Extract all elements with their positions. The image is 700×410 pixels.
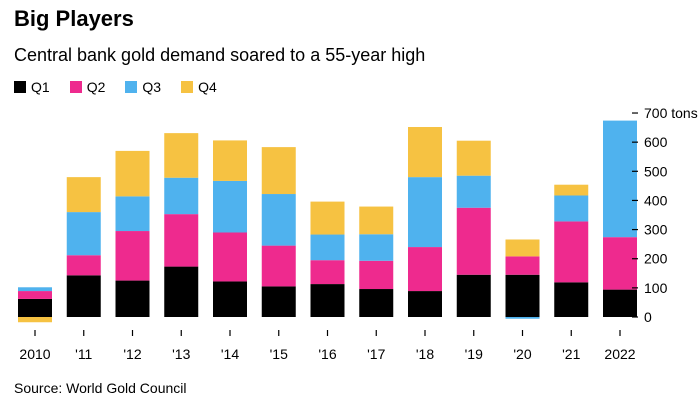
bar-q3-2 <box>115 196 150 232</box>
bar-q1-9 <box>456 274 491 317</box>
bar-q4-7 <box>359 206 394 235</box>
bar-q2-6 <box>310 260 345 285</box>
bar-q2-0 <box>18 291 52 299</box>
bar-q2-3 <box>164 214 199 267</box>
bar-q1-11 <box>554 282 589 317</box>
y-tick-label-2: 200 <box>644 251 668 267</box>
bar-q3-9 <box>456 175 491 208</box>
bar-q4-8 <box>408 127 442 178</box>
bar-q3-3 <box>164 177 199 215</box>
bar-q2-2 <box>115 231 150 281</box>
bar-q3-12 <box>603 120 637 238</box>
bar-q3-5 <box>261 194 296 246</box>
bar-q3-0 <box>18 287 52 292</box>
bar-q1-1 <box>66 275 101 317</box>
x-tick-label-7: '17 <box>367 346 385 362</box>
bar-q4-4 <box>213 140 247 181</box>
bar-q1-6 <box>310 284 345 317</box>
legend-item-q4: Q4 <box>181 79 217 95</box>
chart-title: Big Players <box>14 6 134 31</box>
bar-q4-2 <box>115 150 150 197</box>
y-tick-label-0: 0 <box>644 309 652 325</box>
bar-q1-8 <box>408 291 442 317</box>
bar-q4-11 <box>554 184 589 196</box>
legend-swatch-q4 <box>181 81 194 93</box>
bar-q4-3 <box>164 133 199 178</box>
x-tick-label-3: '13 <box>172 346 190 362</box>
bar-q3-7 <box>359 234 394 261</box>
bar-q2-9 <box>456 207 491 275</box>
bar-q2-10 <box>505 256 540 275</box>
bar-q1-0 <box>18 298 52 317</box>
bar-q1-3 <box>164 266 199 317</box>
legend-swatch-q3 <box>125 81 138 93</box>
x-tick-label-1: '11 <box>75 346 92 362</box>
y-tick-label-3: 300 <box>644 222 668 238</box>
source-note: Source: World Gold Council <box>14 380 187 396</box>
bar-q2-5 <box>261 245 296 287</box>
x-tick-label-9: '19 <box>465 346 483 362</box>
bar-q1-7 <box>359 289 394 317</box>
x-tick-label-10: '20 <box>513 346 531 362</box>
legend-label-q2: Q2 <box>86 79 106 95</box>
x-tick-label-4: '14 <box>221 346 239 362</box>
x-tick-label-0: 2010 <box>19 346 50 362</box>
bar-q2-11 <box>554 221 589 283</box>
legend-item-q3: Q3 <box>125 79 161 95</box>
legend-label-q4: Q4 <box>198 79 217 95</box>
y-tick-label-7: 700 tons <box>644 105 698 121</box>
x-tick-label-5: '15 <box>270 346 288 362</box>
bar-q1-4 <box>213 281 247 317</box>
bar-q4-9 <box>456 140 491 176</box>
bar-q4-10 <box>505 239 540 257</box>
y-tick-label-1: 100 <box>644 280 668 296</box>
y-tick-label-4: 400 <box>644 192 668 208</box>
bar-q3-1 <box>66 212 101 256</box>
legend-swatch-q2 <box>69 81 82 93</box>
bar-q2-12 <box>603 237 637 290</box>
legend: Q1 Q2 Q3 Q4 <box>14 79 217 95</box>
legend-swatch-q1 <box>14 81 26 93</box>
bar-q2-4 <box>213 232 247 282</box>
bar-q3-10 <box>505 317 540 319</box>
bar-q3-6 <box>310 234 345 261</box>
bar-q3-8 <box>408 177 442 248</box>
bar-q1-12 <box>603 289 637 317</box>
bar-q4-1 <box>66 177 101 213</box>
bar-q1-5 <box>261 286 296 317</box>
legend-label-q3: Q3 <box>142 79 162 95</box>
bar-q2-8 <box>408 247 442 292</box>
bar-q3-11 <box>554 195 589 222</box>
bar-q4-0 <box>18 317 52 323</box>
x-tick-label-11: '21 <box>562 346 580 362</box>
x-tick-label-12: 2022 <box>604 346 635 362</box>
bar-q4-6 <box>310 201 345 235</box>
legend-label-q1: Q1 <box>31 79 50 95</box>
legend-item-q2: Q2 <box>69 79 106 95</box>
x-tick-label-2: '12 <box>123 346 141 362</box>
chart-subtitle: Central bank gold demand soared to a 55-… <box>14 45 426 65</box>
y-tick-label-5: 500 <box>644 163 668 179</box>
x-tick-label-8: '18 <box>416 346 434 362</box>
bar-q4-5 <box>261 147 296 195</box>
x-tick-label-6: '16 <box>318 346 336 362</box>
bar-q2-7 <box>359 260 394 290</box>
y-tick-label-6: 600 <box>644 134 668 150</box>
bar-q2-1 <box>66 255 101 276</box>
bar-q3-4 <box>213 180 247 233</box>
bar-q1-2 <box>115 280 150 317</box>
legend-item-q1: Q1 <box>14 79 50 95</box>
bar-q1-10 <box>505 274 540 317</box>
